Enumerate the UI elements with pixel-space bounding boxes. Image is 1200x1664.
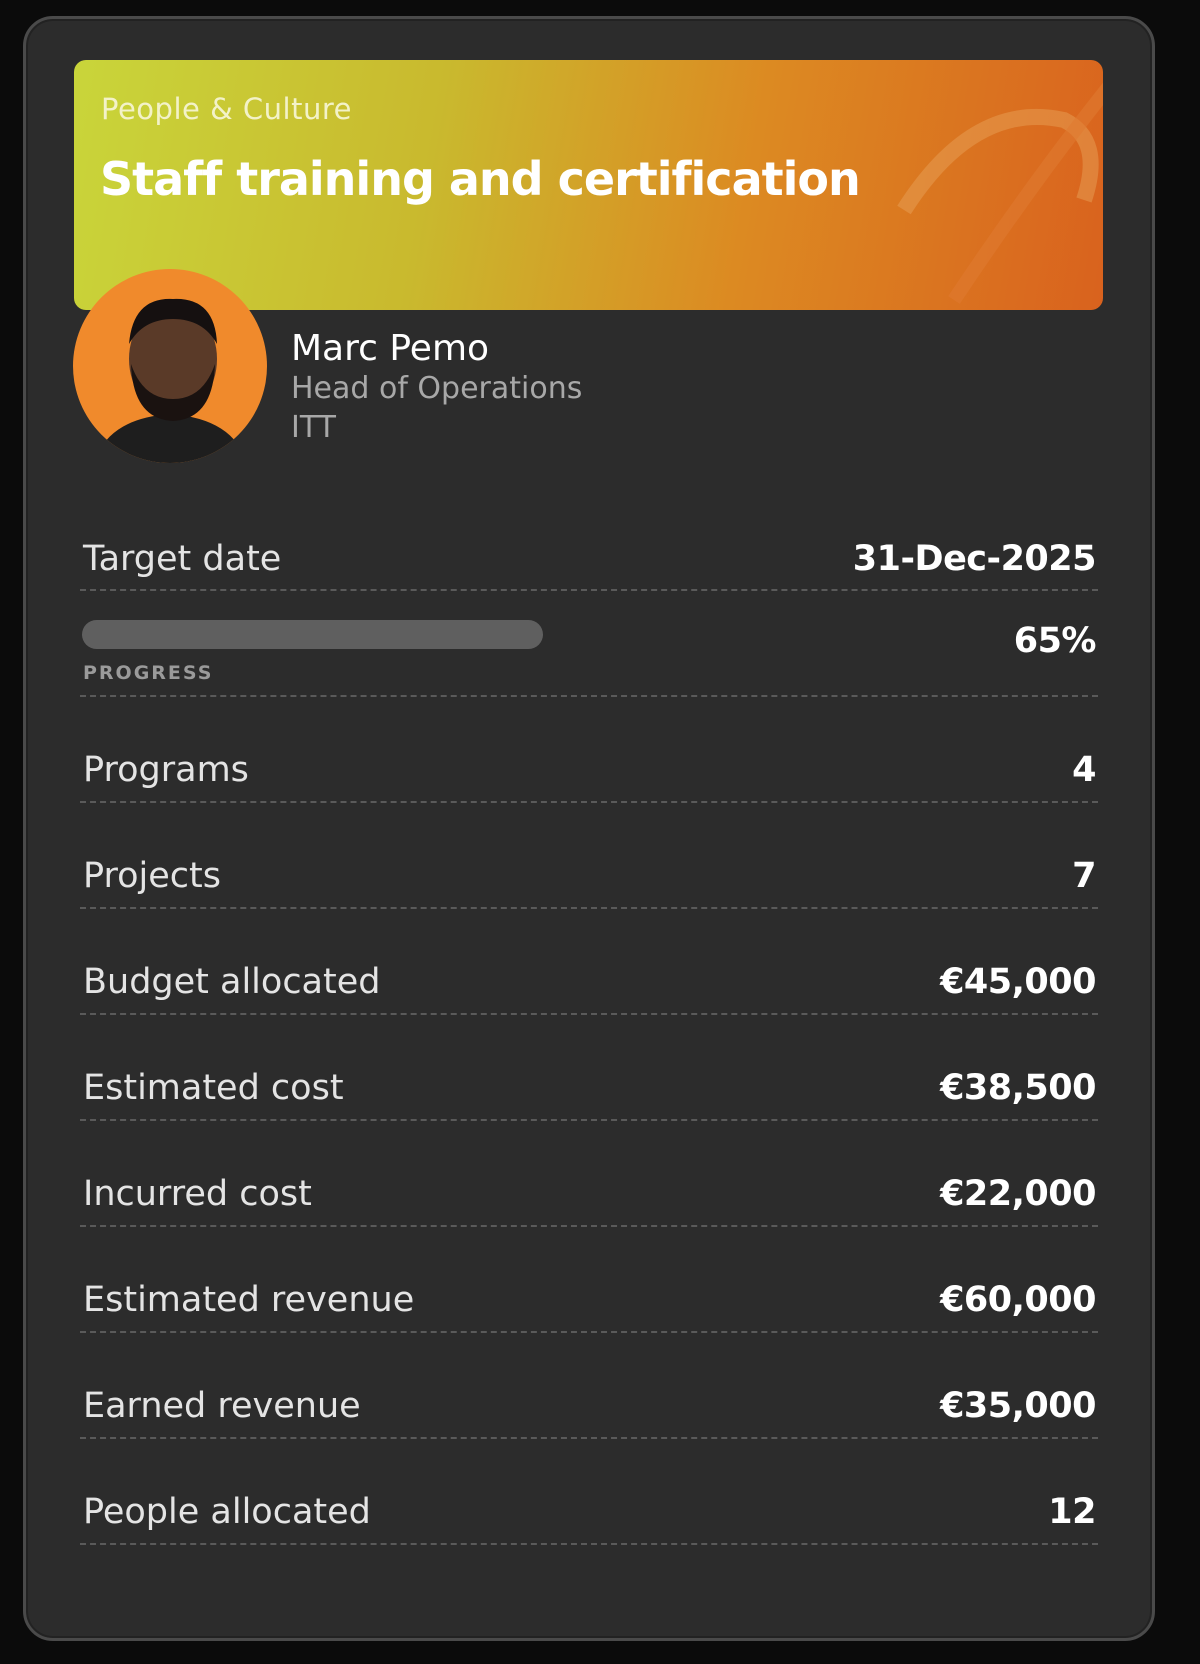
divider <box>80 695 1098 697</box>
divider <box>80 1013 1098 1015</box>
row-value: €22,000 <box>940 1174 1096 1214</box>
row-label: Estimated cost <box>83 1068 344 1108</box>
row-value: €35,000 <box>940 1386 1096 1426</box>
row-label: Projects <box>83 856 221 896</box>
banner <box>74 60 1103 310</box>
row-value: €38,500 <box>940 1068 1096 1108</box>
row-value: 31-Dec-2025 <box>852 539 1097 579</box>
row-label: People allocated <box>83 1492 371 1532</box>
avatar-beard <box>131 364 215 421</box>
category: People & Culture <box>101 92 352 126</box>
row-value: €60,000 <box>940 1280 1096 1320</box>
divider <box>80 1119 1098 1121</box>
divider <box>80 1543 1098 1545</box>
profile-role: Head of Operations <box>291 371 583 406</box>
row-label: Budget allocated <box>83 962 381 1002</box>
swoosh <box>897 108 1099 215</box>
row-label: Programs <box>83 750 249 790</box>
row-label: Target date <box>83 539 282 579</box>
avatar <box>73 269 267 463</box>
row-label: Incurred cost <box>83 1174 312 1214</box>
row-value: 7 <box>1072 856 1096 896</box>
avatar-hair <box>129 298 217 344</box>
divider <box>80 1225 1098 1227</box>
row-label: Earned revenue <box>83 1386 361 1426</box>
swoosh <box>948 82 1103 304</box>
divider <box>80 1437 1098 1439</box>
progress-value: 65% <box>1013 621 1097 661</box>
divider <box>80 907 1098 909</box>
banner-decoration <box>897 82 1103 304</box>
progress-bar <box>82 620 543 649</box>
title: Staff training and certification <box>100 152 861 206</box>
progress-label: PROGRESS <box>83 662 214 684</box>
row-label: Estimated revenue <box>83 1280 415 1320</box>
avatar-head <box>129 304 217 414</box>
divider <box>80 801 1098 803</box>
row-value: 12 <box>1048 1492 1096 1532</box>
row-value: 4 <box>1072 750 1096 790</box>
profile-name: Marc Pemo <box>291 328 490 369</box>
profile-org: ITT <box>291 410 336 445</box>
row-value: €45,000 <box>940 962 1096 1002</box>
divider <box>80 1331 1098 1333</box>
divider <box>80 589 1098 591</box>
